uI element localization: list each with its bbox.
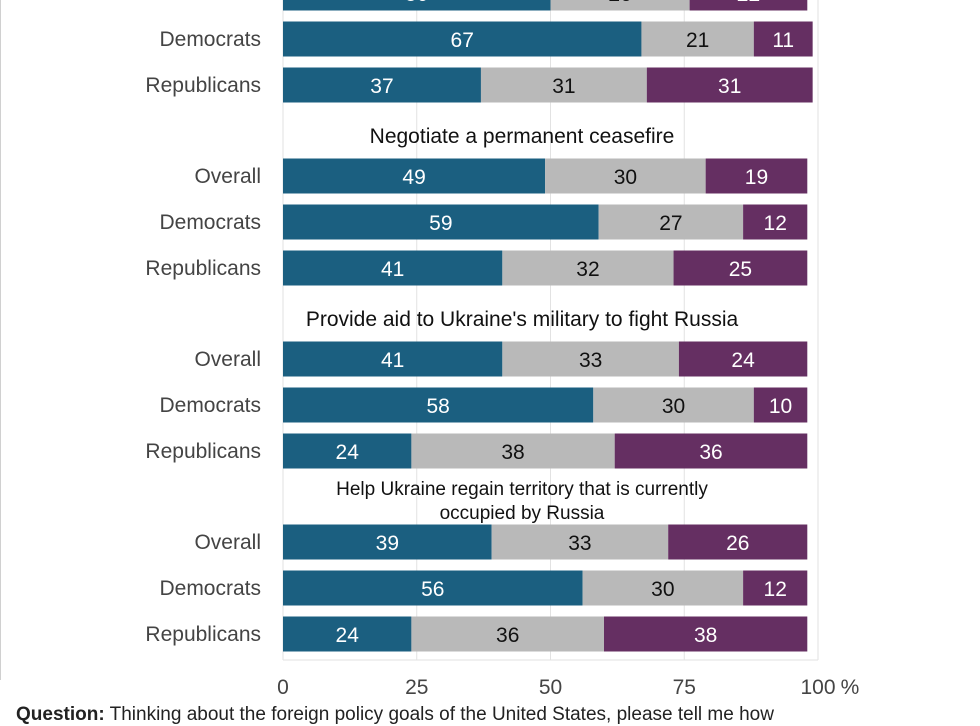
bar-segment-1-0-0	[283, 158, 546, 194]
bar-segment-3-1-0	[283, 570, 583, 606]
data-label-1-1-1: 27	[659, 212, 682, 235]
bar-segment-1-1-0	[283, 204, 599, 240]
row-label-2-1: Democrats	[159, 394, 261, 417]
data-label-1-2-1: 32	[576, 258, 599, 281]
data-label-1-2-0: 41	[381, 258, 404, 281]
data-label-1-0-2: 19	[745, 166, 768, 189]
data-label-0-2-0: 37	[370, 75, 393, 98]
row-label-0-0: Overall	[194, 0, 261, 5]
bar-segment-3-2-1	[411, 616, 604, 652]
footnote: Question: Thinking about the foreign pol…	[16, 704, 966, 726]
bar-segment-2-1-1	[593, 387, 754, 423]
data-label-0-1-1: 21	[686, 29, 709, 52]
data-label-3-1-1: 30	[651, 578, 674, 601]
x-tick-label-100: 100	[800, 676, 835, 699]
data-label-1-1-0: 59	[429, 212, 452, 235]
data-label-2-1-1: 30	[662, 395, 685, 418]
row-label-0-1: Democrats	[159, 28, 261, 51]
row-label-0-2: Republicans	[145, 74, 261, 97]
group-title-3-line-1: occupied by Russia	[440, 503, 605, 524]
bar-segment-3-0-2	[668, 524, 808, 560]
bar-segment-3-0-1	[491, 524, 669, 560]
bar-segment-0-2-2	[646, 67, 813, 103]
row-label-1-0: Overall	[194, 165, 261, 188]
data-label-2-2-0: 24	[336, 441, 360, 464]
data-label-2-0-1: 33	[579, 349, 602, 372]
x-tick-label-0: 0	[277, 676, 289, 699]
bar-segment-0-0-2	[689, 0, 808, 11]
data-label-3-2-1: 36	[496, 624, 519, 647]
bar-segment-1-2-0	[283, 250, 503, 286]
data-label-3-2-0: 24	[336, 624, 360, 647]
bar-segment-2-2-2	[614, 433, 808, 469]
data-label-1-1-2: 12	[764, 212, 787, 235]
bar-segment-2-1-2	[753, 387, 808, 423]
bar-segment-2-2-0	[283, 433, 412, 469]
row-label-3-2: Republicans	[145, 623, 261, 646]
bar-segment-2-0-2	[678, 341, 808, 377]
bar-segment-0-1-0	[283, 21, 642, 57]
bar-segment-2-0-0	[283, 341, 503, 377]
data-label-1-2-2: 25	[729, 258, 752, 281]
bar-segment-1-0-1	[545, 158, 706, 194]
bar-segment-0-2-0	[283, 67, 481, 103]
bar-segment-1-2-2	[673, 250, 808, 286]
bar-segment-3-1-2	[743, 570, 808, 606]
data-label-0-0-0: 50	[405, 0, 428, 6]
data-label-2-0-2: 24	[731, 349, 755, 372]
row-label-3-0: Overall	[194, 531, 261, 554]
data-label-3-1-2: 12	[764, 578, 787, 601]
row-label-2-0: Overall	[194, 348, 261, 371]
data-label-1-0-0: 49	[402, 166, 425, 189]
row-label-1-2: Republicans	[145, 257, 261, 280]
row-label-2-2: Republicans	[145, 440, 261, 463]
data-label-0-0-1: 26	[608, 0, 631, 6]
data-label-2-1-0: 58	[426, 395, 449, 418]
data-label-0-2-2: 31	[718, 75, 741, 98]
bar-segment-1-1-2	[743, 204, 808, 240]
data-label-1-0-1: 30	[614, 166, 637, 189]
row-label-3-1: Democrats	[159, 577, 261, 600]
data-label-2-0-0: 41	[381, 349, 404, 372]
bar-segment-3-2-2	[604, 616, 808, 652]
data-label-3-2-2: 38	[694, 624, 717, 647]
x-tick-label-25: 25	[405, 676, 428, 699]
bar-segment-2-2-1	[411, 433, 615, 469]
bar-segment-1-2-1	[502, 250, 674, 286]
data-label-0-2-1: 31	[552, 75, 575, 98]
bar-segment-1-0-2	[705, 158, 808, 194]
bar-segment-2-1-0	[283, 387, 594, 423]
data-label-0-1-2: 11	[772, 29, 794, 52]
data-label-3-1-0: 56	[421, 578, 444, 601]
bar-segment-3-0-0	[283, 524, 492, 560]
bar-segment-2-0-1	[502, 341, 679, 377]
row-label-1-1: Democrats	[159, 211, 261, 234]
footnote-text: Thinking about the foreign policy goals …	[104, 704, 774, 725]
bar-segment-0-2-1	[480, 67, 647, 103]
data-label-0-1-0: 67	[451, 29, 474, 52]
group-title-3-line-0: Help Ukraine regain territory that is cu…	[336, 479, 708, 500]
bar-segment-3-2-0	[283, 616, 412, 652]
data-label-3-0-2: 26	[726, 532, 749, 555]
x-axis-unit: %	[841, 676, 860, 699]
bar-segment-0-1-2	[753, 21, 813, 57]
x-tick-label-75: 75	[673, 676, 696, 699]
data-label-2-2-2: 36	[699, 441, 722, 464]
group-title-1: Negotiate a permanent ceasefire	[370, 125, 675, 148]
footnote-label: Question:	[16, 704, 105, 725]
bar-segment-0-1-1	[641, 21, 754, 57]
data-label-2-2-1: 38	[501, 441, 524, 464]
bar-segment-0-0-1	[550, 0, 690, 11]
data-label-3-0-1: 33	[568, 532, 591, 555]
data-label-2-1-2: 10	[769, 395, 792, 418]
data-label-0-0-2: 22	[737, 0, 760, 6]
bar-segment-3-1-1	[582, 570, 744, 606]
bar-segment-1-1-1	[598, 204, 744, 240]
data-label-3-0-0: 39	[376, 532, 399, 555]
bar-segment-0-0-0	[283, 0, 551, 11]
x-tick-label-50: 50	[539, 676, 562, 699]
group-title-2: Provide aid to Ukraine's military to fig…	[306, 308, 739, 331]
